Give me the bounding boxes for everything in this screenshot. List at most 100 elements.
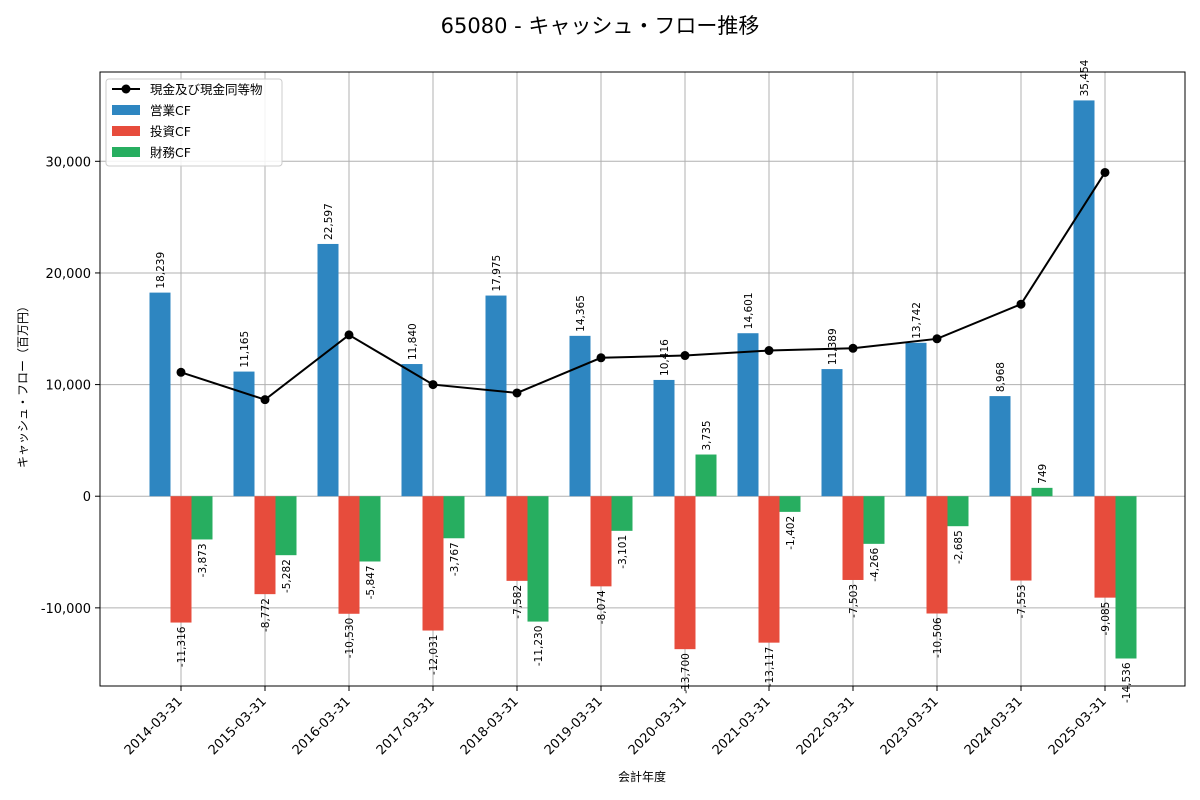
legend-marker-swatch <box>121 84 131 94</box>
legend-box <box>105 78 283 167</box>
bar-value-label: -7,553 <box>1016 585 1028 619</box>
bar-value-label: 14,365 <box>575 295 587 332</box>
x-tick-label: 2025-03-31 <box>1046 694 1110 758</box>
y-axis-title: キャッシュ・フロー（百万円） <box>16 300 30 468</box>
bar-operating-cf <box>653 379 675 497</box>
bar-value-label: 8,968 <box>995 362 1007 392</box>
bar-value-label: -5,282 <box>281 559 293 593</box>
x-tick-label: 2016-03-31 <box>290 694 354 758</box>
bar-operating-cf <box>149 292 171 497</box>
cash-equivalents-point <box>428 380 438 390</box>
x-tick-label: 2024-03-31 <box>962 694 1026 758</box>
cash-equivalents-line <box>180 171 1106 401</box>
bar-financing-cf <box>275 496 297 556</box>
legend-label: 現金及び現金同等物 <box>150 82 263 97</box>
bar-operating-cf <box>905 342 927 497</box>
bar-financing-cf <box>443 496 465 539</box>
x-tick-label: 2019-03-31 <box>542 694 606 758</box>
bar-value-label: 749 <box>1037 464 1049 484</box>
bar-value-label: -14,536 <box>1121 662 1133 703</box>
bar-value-label: -13,700 <box>680 653 692 694</box>
x-tick-label: 2014-03-31 <box>122 694 186 758</box>
x-tick-label: 2020-03-31 <box>626 694 690 758</box>
x-tick-label: 2017-03-31 <box>374 694 438 758</box>
bar-operating-cf <box>737 333 759 497</box>
legend-bar-swatch <box>112 147 140 157</box>
bar-value-label: 35,454 <box>1079 59 1091 96</box>
cash-equivalents-point <box>848 343 858 353</box>
y-tick-label: 10,000 <box>46 379 92 394</box>
bar-investing-cf <box>170 496 192 623</box>
cash-equivalents-point <box>932 334 942 344</box>
cash-equivalents-point <box>596 353 606 363</box>
bar-operating-cf <box>401 364 423 497</box>
bar-investing-cf <box>758 496 780 643</box>
x-tick-label: 2022-03-31 <box>794 694 858 758</box>
bar-financing-cf <box>359 496 381 562</box>
bar-value-label: -9,085 <box>1100 602 1112 636</box>
bar-value-label: -5,847 <box>365 565 377 599</box>
x-tick-label: 2021-03-31 <box>710 694 774 758</box>
x-tick-label: 2015-03-31 <box>206 694 270 758</box>
bar-value-label: -11,316 <box>176 626 188 667</box>
bar-value-label: -7,503 <box>848 584 860 618</box>
bar-financing-cf <box>779 496 801 512</box>
x-axis-title: 会計年度 <box>618 769 666 784</box>
cash-equivalents-point <box>680 351 690 361</box>
bar-value-label: -12,031 <box>428 635 440 676</box>
x-tick-label: 2018-03-31 <box>458 694 522 758</box>
bar-financing-cf <box>863 496 885 544</box>
bar-investing-cf <box>590 496 612 587</box>
bar-value-label: -10,530 <box>344 618 356 659</box>
bar-operating-cf <box>821 369 843 497</box>
bar-operating-cf <box>317 243 339 497</box>
plot-frame <box>99 71 1186 687</box>
x-tick-label: 2023-03-31 <box>878 694 942 758</box>
bar-investing-cf <box>1094 496 1116 598</box>
bar-value-label: -8,772 <box>260 598 272 632</box>
bar-financing-cf <box>1031 487 1053 497</box>
y-tick-label: 30,000 <box>46 155 92 170</box>
y-tick-label: 0 <box>83 490 91 505</box>
bar-value-label: 10,416 <box>659 339 671 376</box>
cash-equivalents-point <box>1016 299 1026 309</box>
bar-investing-cf <box>926 496 948 614</box>
bar-value-label: 17,975 <box>491 255 503 292</box>
bar-operating-cf <box>569 335 591 497</box>
bar-operating-cf <box>485 295 507 497</box>
bar-investing-cf <box>422 496 444 631</box>
bar-value-label: 14,601 <box>743 292 755 329</box>
bar-value-label: 22,597 <box>323 203 335 240</box>
bar-value-label: -10,506 <box>932 617 944 658</box>
bar-financing-cf <box>695 454 717 497</box>
bar-value-label: 3,735 <box>701 420 713 450</box>
cash-equivalents-point <box>176 367 186 377</box>
chart-title: 65080 - キャッシュ・フロー推移 <box>441 14 760 38</box>
bar-value-label: -3,101 <box>617 535 629 569</box>
cash-equivalents-point <box>344 330 354 340</box>
bar-value-label: -8,074 <box>596 590 608 624</box>
bar-value-label: 11,165 <box>239 331 251 368</box>
bar-operating-cf <box>233 371 255 497</box>
bar-value-label: -11,230 <box>533 626 545 667</box>
bar-value-label: -7,582 <box>512 585 524 619</box>
legend-bar-swatch <box>112 105 140 115</box>
bar-financing-cf <box>191 496 213 540</box>
bar-value-label: -13,117 <box>764 647 776 688</box>
bar-investing-cf <box>506 496 528 581</box>
legend-label: 投資CF <box>150 124 191 139</box>
y-tick-label: -10,000 <box>41 602 91 617</box>
bar-investing-cf <box>1010 496 1032 581</box>
bar-value-label: 11,840 <box>407 323 419 360</box>
bar-investing-cf <box>254 496 276 595</box>
bar-financing-cf <box>1115 496 1137 659</box>
bar-investing-cf <box>842 496 864 580</box>
bar-value-label: 13,742 <box>911 302 923 339</box>
bar-financing-cf <box>611 496 633 531</box>
bar-value-label: -3,873 <box>197 543 209 577</box>
bar-value-label: -2,685 <box>953 530 965 564</box>
bar-operating-cf <box>989 396 1011 497</box>
legend-label: 財務CF <box>150 145 191 160</box>
cash-equivalents-point <box>260 395 270 405</box>
